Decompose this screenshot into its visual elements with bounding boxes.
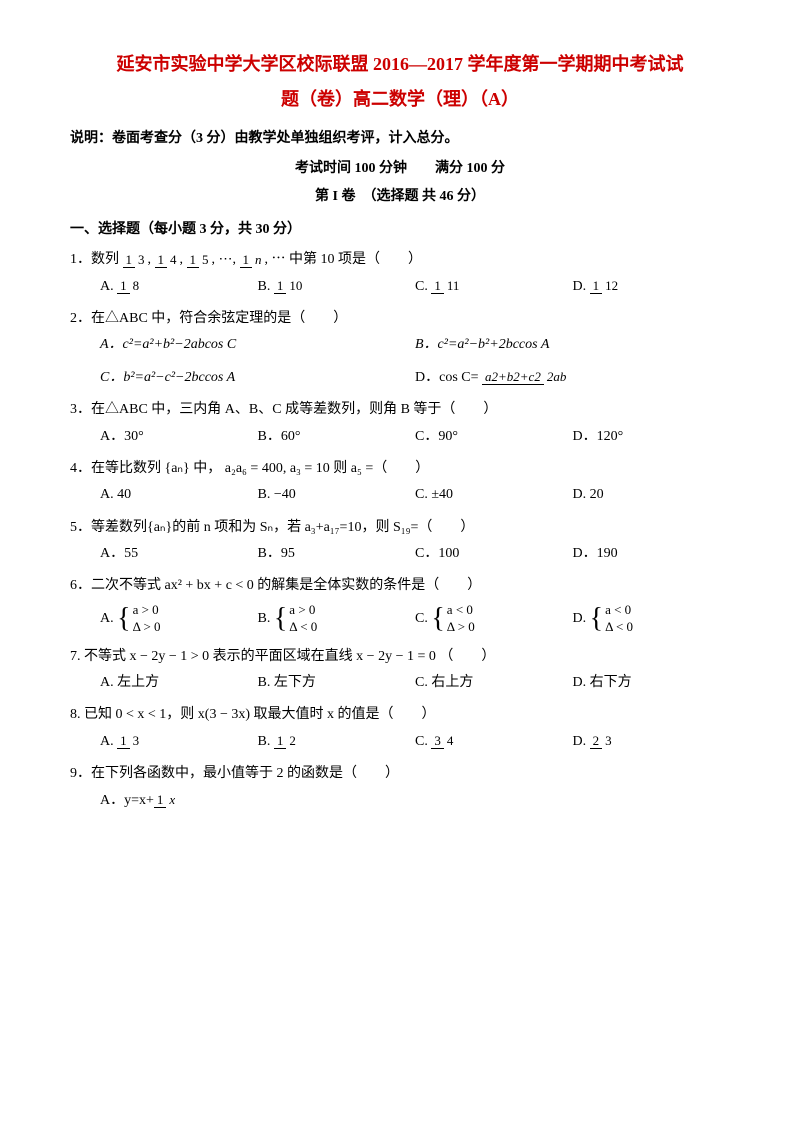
q6-stem: 6．二次不等式 ax² + bx + c < 0 的解集是全体实数的条件是（ ） — [70, 575, 730, 597]
q1-opt-a[interactable]: A. 18 — [100, 276, 258, 298]
q3-opt-c[interactable]: C．90° — [415, 426, 573, 448]
q1-opt-d[interactable]: D. 112 — [573, 276, 731, 298]
q7-stem: 7. 不等式 x − 2y − 1 > 0 表示的平面区域在直线 x − 2y … — [70, 646, 730, 668]
q5-stem: 5．等差数列{aₙ}的前 n 项和为 Sₙ，若 a₃+a₁₇=10，则 S₁₉=… — [70, 517, 730, 539]
q7-opt-a[interactable]: A. 左上方 — [100, 672, 258, 694]
q1-stem: 1．数列 13, 14, 15, ⋯, 1n, ⋯ 中第 10 项是（ ） — [70, 249, 730, 271]
q2-opt-c[interactable]: C．b²=a²−c²−2bccos A — [100, 367, 415, 389]
exam-note: 说明：卷面考查分（3 分）由教学处单独组织考评，计入总分。 — [70, 128, 730, 150]
q8-opt-c[interactable]: C. 34 — [415, 731, 573, 753]
q1-pre: 1．数列 — [70, 252, 123, 267]
q8-opt-b[interactable]: B. 12 — [258, 731, 416, 753]
q6-opt-b[interactable]: B. {a > 0Δ < 0 — [258, 602, 416, 636]
title-line1: 延安市实验中学大学区校际联盟 2016—2017 学年度第一学期期中考试试 — [70, 50, 730, 79]
q2-opt-d-pre: D．cos C= — [415, 370, 482, 385]
section1-head: 一、选择题（每小题 3 分，共 30 分） — [70, 219, 730, 241]
q4-options: A. 40 B. −40 C. ±40 D. 20 — [100, 484, 730, 506]
q3-opt-d[interactable]: D．120° — [573, 426, 731, 448]
q9-opt-a[interactable]: A．y=x+1x — [100, 790, 730, 812]
q7-opt-b[interactable]: B. 左下方 — [258, 672, 416, 694]
q2-opt-d[interactable]: D．cos C= a2+b2+c22ab — [415, 367, 730, 389]
q1-seq-frac1: 13 — [123, 253, 148, 267]
q3-opt-a[interactable]: A．30° — [100, 426, 258, 448]
q1-seq-frac2: 14 — [155, 253, 180, 267]
q1-seq-frac3: 15 — [187, 253, 212, 267]
q4-opt-d[interactable]: D. 20 — [573, 484, 731, 506]
q5-options: A．55 B．95 C．100 D．190 — [100, 543, 730, 565]
q6-opt-a[interactable]: A. {a > 0Δ > 0 — [100, 602, 258, 636]
q1-opt-b[interactable]: B. 110 — [258, 276, 416, 298]
q4-opt-b[interactable]: B. −40 — [258, 484, 416, 506]
q9-stem: 9．在下列各函数中，最小值等于 2 的函数是（ ） — [70, 763, 730, 785]
q6-opt-d[interactable]: D. {a < 0Δ < 0 — [573, 602, 731, 636]
q1-post: 中第 10 项是（ ） — [289, 252, 422, 267]
q6-opt-c[interactable]: C. {a < 0Δ > 0 — [415, 602, 573, 636]
q8-opt-a[interactable]: A. 13 — [100, 731, 258, 753]
q4-opt-c[interactable]: C. ±40 — [415, 484, 573, 506]
part1-head: 第 I 卷 （选择题 共 46 分） — [70, 186, 730, 208]
q5-opt-a[interactable]: A．55 — [100, 543, 258, 565]
q5-opt-c[interactable]: C．100 — [415, 543, 573, 565]
q2-opt-a[interactable]: A．c²=a²+b²−2abcos C — [100, 334, 415, 356]
q5-opt-d[interactable]: D．190 — [573, 543, 731, 565]
q4-stem: 4．在等比数列 {aₙ} 中， a₂a₆ = 400, a₃ = 10 则 a₅… — [70, 458, 730, 480]
q9-opt-a-pre: A．y=x+ — [100, 793, 154, 808]
title-line2: 题（卷）高二数学（理）（A） — [70, 85, 730, 114]
q2-options-row2: C．b²=a²−c²−2bccos A D．cos C= a2+b2+c22ab — [100, 367, 730, 389]
q2-stem: 2．在△ABC 中，符合余弦定理的是（ ） — [70, 308, 730, 330]
q1-options: A. 18 B. 110 C. 111 D. 112 — [100, 276, 730, 298]
q3-stem: 3．在△ABC 中，三内角 A、B、C 成等差数列，则角 B 等于（ ） — [70, 399, 730, 421]
q2-opt-b[interactable]: B．c²=a²−b²+2bccos A — [415, 334, 730, 356]
q4-opt-a[interactable]: A. 40 — [100, 484, 258, 506]
q6-options: A. {a > 0Δ > 0 B. {a > 0Δ < 0 C. {a < 0Δ… — [100, 602, 730, 636]
q3-opt-b[interactable]: B．60° — [258, 426, 416, 448]
q3-options: A．30° B．60° C．90° D．120° — [100, 426, 730, 448]
q8-opt-d[interactable]: D. 23 — [573, 731, 731, 753]
time-score: 考试时间 100 分钟 满分 100 分 — [70, 158, 730, 180]
q1-seq-frac4: 1n — [240, 253, 265, 267]
q7-opt-c[interactable]: C. 右上方 — [415, 672, 573, 694]
q1-opt-c[interactable]: C. 111 — [415, 276, 573, 298]
q7-opt-d[interactable]: D. 右下方 — [573, 672, 731, 694]
q5-opt-b[interactable]: B．95 — [258, 543, 416, 565]
q2-options-row1: A．c²=a²+b²−2abcos C B．c²=a²−b²+2bccos A — [100, 334, 730, 356]
q7-options: A. 左上方 B. 左下方 C. 右上方 D. 右下方 — [100, 672, 730, 694]
q9-options: A．y=x+1x — [100, 790, 730, 812]
q8-options: A. 13 B. 12 C. 34 D. 23 — [100, 731, 730, 753]
q8-stem: 8. 已知 0 < x < 1，则 x(3 − 3x) 取最大值时 x 的值是（… — [70, 704, 730, 726]
